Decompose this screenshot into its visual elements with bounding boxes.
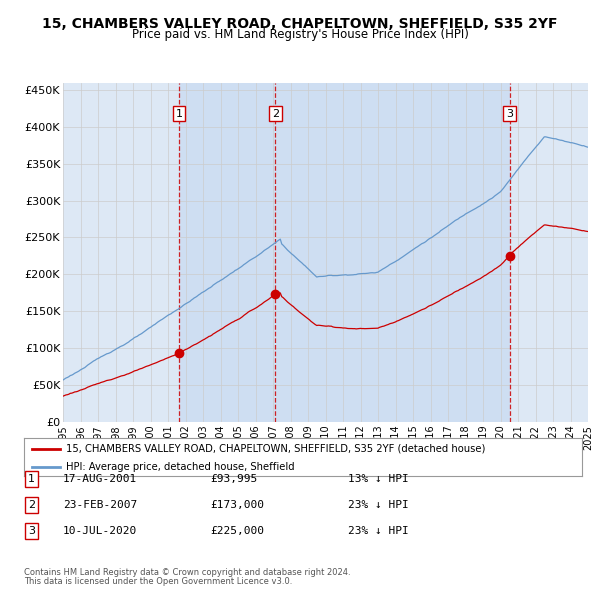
Text: 2: 2 xyxy=(28,500,35,510)
Text: £93,995: £93,995 xyxy=(210,474,257,484)
Text: Price paid vs. HM Land Registry's House Price Index (HPI): Price paid vs. HM Land Registry's House … xyxy=(131,28,469,41)
Text: 3: 3 xyxy=(506,109,513,119)
Text: 1: 1 xyxy=(176,109,182,119)
Text: 10-JUL-2020: 10-JUL-2020 xyxy=(63,526,137,536)
Text: 15, CHAMBERS VALLEY ROAD, CHAPELTOWN, SHEFFIELD, S35 2YF: 15, CHAMBERS VALLEY ROAD, CHAPELTOWN, SH… xyxy=(42,17,558,31)
Text: Contains HM Land Registry data © Crown copyright and database right 2024.: Contains HM Land Registry data © Crown c… xyxy=(24,568,350,577)
Text: 23% ↓ HPI: 23% ↓ HPI xyxy=(348,500,409,510)
Text: 3: 3 xyxy=(28,526,35,536)
Text: This data is licensed under the Open Government Licence v3.0.: This data is licensed under the Open Gov… xyxy=(24,578,292,586)
Text: 2: 2 xyxy=(272,109,279,119)
Text: £173,000: £173,000 xyxy=(210,500,264,510)
Text: 23% ↓ HPI: 23% ↓ HPI xyxy=(348,526,409,536)
Text: £225,000: £225,000 xyxy=(210,526,264,536)
Text: 1: 1 xyxy=(28,474,35,484)
Text: 23-FEB-2007: 23-FEB-2007 xyxy=(63,500,137,510)
Text: 17-AUG-2001: 17-AUG-2001 xyxy=(63,474,137,484)
Bar xyxy=(179,83,509,422)
Text: 15, CHAMBERS VALLEY ROAD, CHAPELTOWN, SHEFFIELD, S35 2YF (detached house): 15, CHAMBERS VALLEY ROAD, CHAPELTOWN, SH… xyxy=(66,444,485,454)
Text: HPI: Average price, detached house, Sheffield: HPI: Average price, detached house, Shef… xyxy=(66,461,295,471)
Text: 13% ↓ HPI: 13% ↓ HPI xyxy=(348,474,409,484)
